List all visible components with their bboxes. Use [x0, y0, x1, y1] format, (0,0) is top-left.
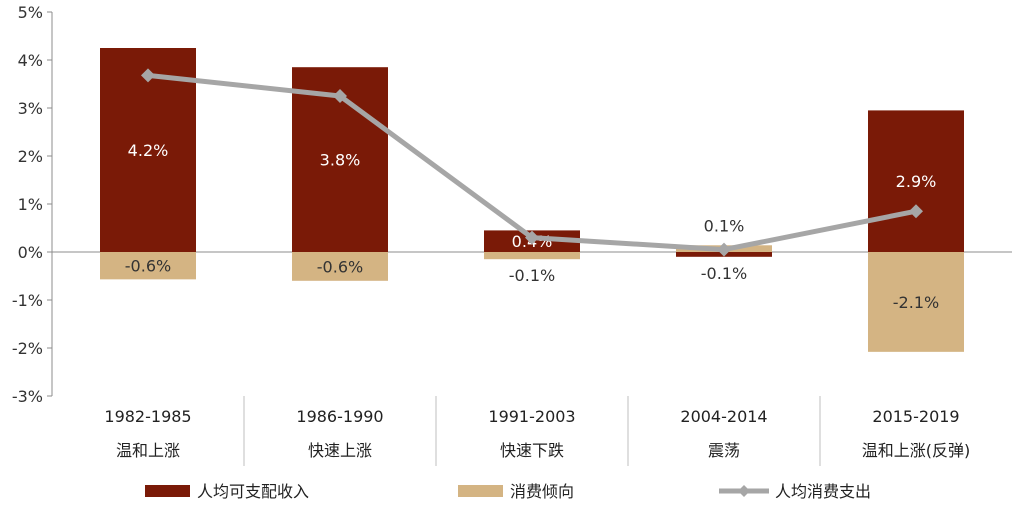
data-label-income: 4.2%: [128, 141, 169, 160]
bar-propensity: [100, 252, 196, 280]
data-label-propensity: -2.1%: [893, 293, 939, 312]
legend-label: 消费倾向: [510, 482, 574, 501]
legend-swatch: [145, 485, 190, 497]
x-category-phase-label: 震荡: [708, 441, 740, 460]
legend-label: 人均消费支出: [775, 482, 871, 501]
y-tick-label: -2%: [12, 339, 43, 358]
line-point-marker: [141, 68, 155, 83]
y-tick-label: 0%: [18, 243, 43, 262]
data-label-propensity: -0.6%: [317, 257, 363, 276]
bar-income: [868, 110, 964, 253]
y-tick-label: 2%: [18, 147, 43, 166]
data-label-propensity: -0.6%: [125, 257, 171, 276]
y-tick-label: 3%: [18, 99, 43, 118]
x-category-phase-label: 快速上涨: [308, 441, 372, 460]
y-tick-label: -3%: [12, 387, 43, 406]
x-category-label: 1991-2003: [488, 407, 575, 426]
y-tick-label: 1%: [18, 195, 43, 214]
y-tick-label: 5%: [18, 3, 43, 22]
x-category-phase-label: 快速下跌: [500, 441, 564, 460]
y-tick-label: -1%: [12, 291, 43, 310]
bar-propensity: [484, 252, 580, 260]
x-category-label: 1986-1990: [296, 407, 383, 426]
x-category-label: 2004-2014: [680, 407, 767, 426]
legend-swatch: [458, 485, 503, 497]
data-label-propensity: 0.1%: [704, 216, 745, 235]
line-point-marker: [333, 89, 347, 103]
x-category-phase-label: 温和上涨: [116, 441, 180, 460]
x-category-phase-label: 温和上涨(反弹): [862, 441, 971, 460]
y-tick-label: 4%: [18, 51, 43, 70]
line-point-marker: [909, 204, 923, 219]
data-label-income: -0.1%: [701, 264, 747, 283]
legend-marker: [738, 485, 750, 497]
legend-label: 人均可支配收入: [197, 482, 309, 501]
data-label-income: 2.9%: [896, 172, 937, 191]
line-point-marker: [525, 230, 539, 245]
line-point-marker: [717, 242, 731, 257]
bar-propensity: [292, 252, 388, 281]
data-label-propensity: -0.1%: [509, 266, 555, 285]
line-consumption: [147, 72, 917, 253]
bar-propensity: [868, 252, 964, 352]
x-category-label: 1982-1985: [104, 407, 191, 426]
x-category-label: 2015-2019: [872, 407, 959, 426]
data-label-income: 3.8%: [320, 151, 361, 170]
